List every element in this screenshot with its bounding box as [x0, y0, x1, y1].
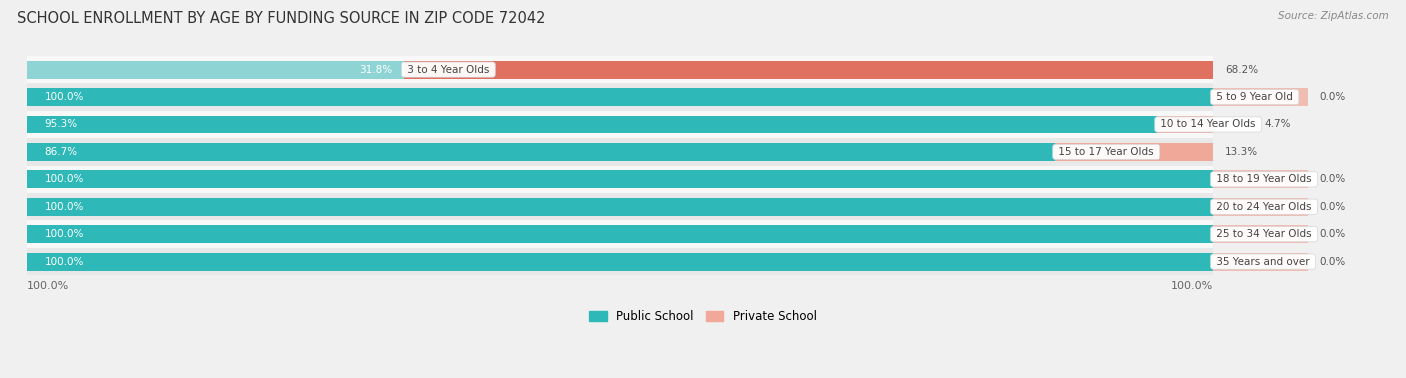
Text: 100.0%: 100.0% — [45, 92, 84, 102]
Bar — [1157, 116, 1213, 133]
Bar — [27, 248, 1213, 275]
Text: 13.3%: 13.3% — [1225, 147, 1258, 157]
Text: 86.7%: 86.7% — [45, 147, 77, 157]
Text: 10 to 14 Year Olds: 10 to 14 Year Olds — [1157, 119, 1258, 129]
Bar — [27, 170, 1213, 188]
Text: SCHOOL ENROLLMENT BY AGE BY FUNDING SOURCE IN ZIP CODE 72042: SCHOOL ENROLLMENT BY AGE BY FUNDING SOUR… — [17, 11, 546, 26]
Bar — [1213, 253, 1308, 271]
Text: 100.0%: 100.0% — [45, 257, 84, 266]
Text: 100.0%: 100.0% — [1171, 281, 1213, 291]
Text: 100.0%: 100.0% — [45, 202, 84, 212]
Bar — [27, 88, 1213, 106]
Text: 4.7%: 4.7% — [1264, 119, 1291, 129]
Bar — [27, 166, 1213, 193]
Text: 35 Years and over: 35 Years and over — [1213, 257, 1313, 266]
Text: 0.0%: 0.0% — [1320, 257, 1346, 266]
Text: 0.0%: 0.0% — [1320, 174, 1346, 184]
Text: 0.0%: 0.0% — [1320, 229, 1346, 239]
Bar — [1213, 170, 1308, 188]
Text: 100.0%: 100.0% — [45, 229, 84, 239]
Text: 100.0%: 100.0% — [27, 281, 69, 291]
Bar — [27, 143, 1056, 161]
Text: 18 to 19 Year Olds: 18 to 19 Year Olds — [1213, 174, 1315, 184]
Bar — [1213, 198, 1308, 216]
Text: 5 to 9 Year Old: 5 to 9 Year Old — [1213, 92, 1296, 102]
Bar — [1213, 225, 1308, 243]
Bar — [27, 56, 1213, 83]
Bar — [27, 198, 1213, 216]
Bar — [27, 225, 1213, 243]
Text: 95.3%: 95.3% — [45, 119, 77, 129]
Bar — [27, 83, 1213, 111]
Text: 20 to 24 Year Olds: 20 to 24 Year Olds — [1213, 202, 1315, 212]
Text: 25 to 34 Year Olds: 25 to 34 Year Olds — [1213, 229, 1315, 239]
Text: 0.0%: 0.0% — [1320, 92, 1346, 102]
Legend: Public School, Private School: Public School, Private School — [585, 305, 821, 328]
Text: 15 to 17 Year Olds: 15 to 17 Year Olds — [1056, 147, 1157, 157]
Bar — [27, 220, 1213, 248]
Bar — [27, 61, 404, 79]
Text: 31.8%: 31.8% — [359, 65, 392, 74]
Text: 3 to 4 Year Olds: 3 to 4 Year Olds — [404, 65, 492, 74]
Bar — [404, 61, 1213, 79]
Text: 100.0%: 100.0% — [45, 174, 84, 184]
Bar — [1213, 88, 1308, 106]
Text: 0.0%: 0.0% — [1320, 202, 1346, 212]
Bar — [1056, 143, 1213, 161]
Bar — [27, 111, 1213, 138]
Bar — [27, 116, 1157, 133]
Text: 68.2%: 68.2% — [1225, 65, 1258, 74]
Bar — [27, 138, 1213, 166]
Bar — [27, 193, 1213, 220]
Text: Source: ZipAtlas.com: Source: ZipAtlas.com — [1278, 11, 1389, 21]
Bar — [27, 253, 1213, 271]
